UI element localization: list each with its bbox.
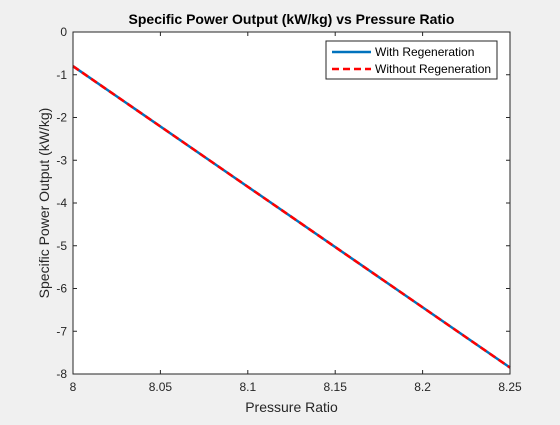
y-tick-label: -4	[56, 196, 67, 210]
y-tick-label: -8	[56, 367, 67, 381]
y-tick-label: -7	[56, 324, 67, 338]
x-tick-label: 8.05	[149, 380, 173, 394]
series-line-1	[72, 65, 511, 369]
x-tick-label: 8.1	[239, 380, 256, 394]
x-axis-label: Pressure Ratio	[245, 399, 338, 415]
series-layer	[72, 65, 511, 369]
y-tick-label: -3	[56, 153, 67, 167]
ticks-layer: 8 8.05 8.1 8.15 8.2 8.25 0 -1 -2 -3 -4 -5 -6 -7 -8	[56, 25, 522, 394]
legend-label-without-regeneration: Without Regeneration	[375, 62, 491, 76]
y-tick-label: 0	[60, 25, 67, 39]
y-tick-label: -1	[56, 68, 67, 82]
x-tick-label: 8	[70, 380, 77, 394]
y-tick-label: -5	[56, 239, 67, 253]
x-tick-label: 8.2	[414, 380, 431, 394]
y-tick-label: -2	[56, 111, 67, 125]
y-tick-label: -6	[56, 282, 67, 296]
chart-title: Specific Power Output (kW/kg) vs Pressur…	[129, 11, 455, 27]
x-tick-label: 8.15	[324, 380, 348, 394]
x-tick-label: 8.25	[498, 380, 522, 394]
legend: With Regeneration Without Regeneration	[325, 40, 498, 80]
legend-label-with-regeneration: With Regeneration	[375, 45, 474, 59]
y-axis-label: Specific Power Output (kW/kg)	[36, 108, 52, 299]
legend-box	[325, 40, 498, 80]
